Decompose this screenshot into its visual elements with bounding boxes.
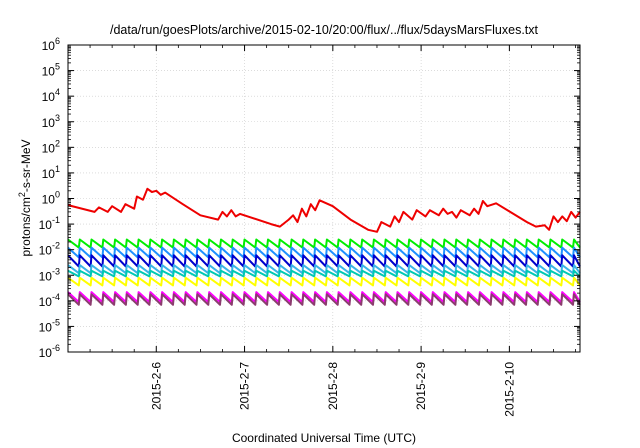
y-tick-label: 10-4 — [39, 292, 60, 309]
series-group — [67, 187, 581, 306]
series-line-5 — [67, 264, 581, 275]
y-tick-exponent: 4 — [55, 87, 60, 97]
y-tick-label: 10-3 — [39, 266, 60, 283]
y-tick-exponent: -1 — [52, 215, 60, 225]
y-tick-base: 10 — [39, 269, 53, 283]
y-axis-label-pre: protons/cm — [19, 197, 33, 256]
y-tick-exponent: -2 — [52, 241, 60, 251]
y-tick-exponent: -3 — [52, 266, 60, 276]
y-tick-base: 10 — [42, 116, 56, 130]
y-tick-label: 10-1 — [39, 215, 60, 232]
series-line-4 — [67, 254, 581, 268]
y-tick-exponent: 6 — [55, 36, 60, 46]
y-tick-base: 10 — [42, 39, 56, 53]
series-line-3 — [67, 246, 581, 259]
y-tick-exponent: -4 — [52, 292, 60, 302]
y-tick-label: 101 — [42, 164, 60, 181]
y-tick-label: 105 — [42, 62, 60, 79]
x-axis-ticks: 2015-2-6 2015-2-7 2015-2-8 2015-2-9 2015-2-1… — [89, 45, 576, 417]
series-line-6 — [67, 269, 581, 278]
y-tick-label: 10-2 — [39, 241, 60, 258]
y-tick-exponent: -5 — [52, 317, 60, 327]
x-tick-label: 2015-2-10 — [502, 362, 516, 417]
y-tick-base: 10 — [39, 346, 53, 360]
x-tick-label: 2015-2-6 — [149, 362, 163, 410]
y-tick-exponent: -6 — [52, 343, 60, 353]
y-tick-base: 10 — [39, 295, 53, 309]
y-tick-label: 102 — [42, 138, 60, 155]
y-tick-exponent: 1 — [55, 164, 60, 174]
y-tick-base: 10 — [39, 320, 53, 334]
y-tick-exponent: 5 — [55, 62, 60, 72]
grid-lines — [68, 45, 580, 352]
y-tick-label: 10-5 — [39, 317, 60, 334]
y-tick-base: 10 — [42, 141, 56, 155]
series-line-7 — [67, 276, 581, 287]
y-tick-label: 100 — [42, 190, 60, 207]
y-tick-base: 10 — [42, 90, 56, 104]
y-axis-ticks: 10610510410310210110010-110-210-310-410-… — [39, 36, 580, 360]
y-tick-label: 10-6 — [39, 343, 60, 360]
x-tick-label: 2015-2-7 — [238, 362, 252, 410]
y-tick-base: 10 — [42, 167, 56, 181]
series-line-9 — [67, 293, 581, 306]
x-tick-label: 2015-2-9 — [414, 362, 428, 410]
y-tick-base: 10 — [42, 193, 56, 207]
x-tick-label: 2015-2-8 — [326, 362, 340, 410]
y-axis-label-sup: 2 — [17, 192, 27, 197]
y-axis-label: protons/cm2-s-sr-MeV — [17, 139, 33, 256]
chart-title: /data/run/goesPlots/archive/2015-02-10/2… — [110, 23, 539, 37]
y-tick-label: 104 — [42, 87, 60, 104]
y-tick-exponent: 3 — [55, 113, 60, 123]
y-tick-base: 10 — [42, 65, 56, 79]
y-tick-label: 106 — [42, 36, 60, 53]
y-tick-base: 10 — [39, 244, 53, 258]
x-axis-label: Coordinated Universal Time (UTC) — [232, 431, 416, 445]
series-line-2 — [67, 238, 581, 249]
y-tick-exponent: 2 — [55, 138, 60, 148]
y-tick-exponent: 0 — [55, 190, 60, 200]
series-line-1 — [67, 187, 581, 233]
y-axis-label-post: -s-sr-MeV — [19, 139, 33, 192]
y-tick-base: 10 — [39, 218, 53, 232]
y-tick-label: 103 — [42, 113, 60, 130]
